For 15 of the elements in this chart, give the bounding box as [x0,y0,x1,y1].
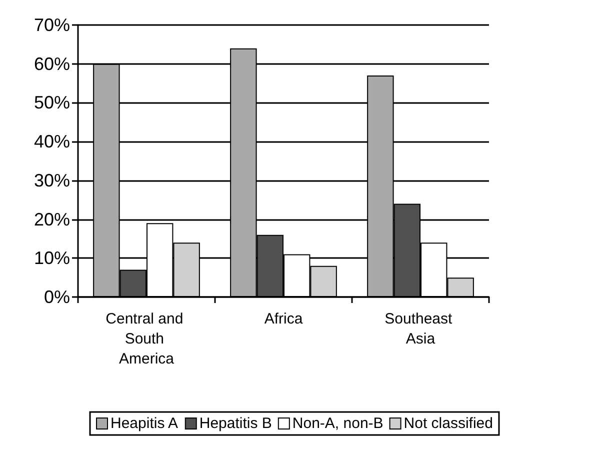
legend-label: Heapitis A [110,415,178,432]
y-tick-label: 50% [34,92,70,113]
y-tick-label: 30% [34,170,70,190]
x-tick-label: Africa [264,310,304,328]
y-tick-label: 70% [34,15,70,35]
y-tick-label: 60% [34,54,70,74]
legend-label: Not classified [404,415,493,432]
legend-label: Non-A, non-B [292,415,384,432]
y-tick-label: 40% [34,132,70,152]
y-tick-label: 10% [34,248,70,268]
x-tick-label: Southeast Asia [384,310,456,348]
y-tick-label: 20% [34,209,70,230]
legend-label: Hepatitis B [199,415,272,432]
x-tick-label: Central and South America [106,310,188,368]
y-tick-label: 0% [44,287,70,307]
